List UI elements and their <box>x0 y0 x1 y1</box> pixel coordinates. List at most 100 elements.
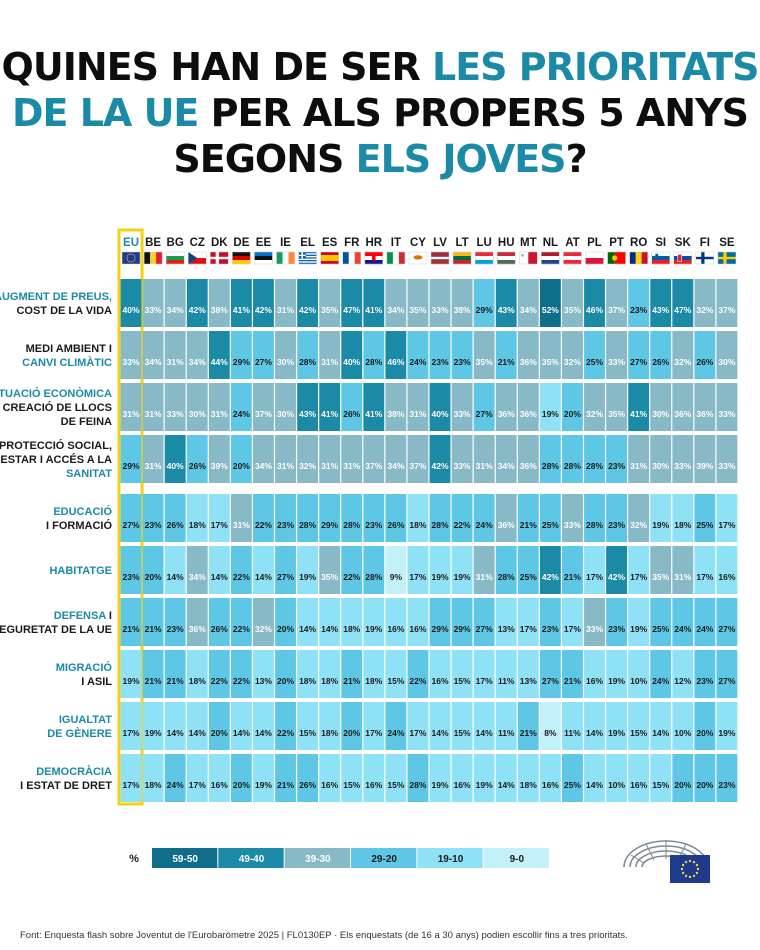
cell-value-label: 25% <box>520 572 537 582</box>
cell-value-label: 22% <box>454 520 471 530</box>
heatmap-cell <box>164 598 186 646</box>
cell-value-label: 52% <box>542 305 559 315</box>
heatmap-cell <box>517 702 539 750</box>
cell-value-label: 26% <box>343 409 360 419</box>
cell-value-label: 16% <box>321 780 338 790</box>
cell-value-label: 20% <box>145 572 162 582</box>
heatmap-cell <box>142 650 164 698</box>
column-header-lv: LV <box>433 237 447 249</box>
heatmap-cell <box>407 650 429 698</box>
cell-value-label: 18% <box>321 676 338 686</box>
cell-value-label: 37% <box>718 305 735 315</box>
heatmap-cell <box>429 598 451 646</box>
heatmap-cell <box>584 598 605 646</box>
heatmap-cell <box>253 383 274 431</box>
heatmap-cell <box>473 754 495 802</box>
heatmap-cell <box>230 650 252 698</box>
heatmap-cell <box>694 598 716 646</box>
cell-value-label: 23% <box>123 572 140 582</box>
cell-value-label: 17% <box>696 572 713 582</box>
heatmap-cell <box>562 546 583 594</box>
heatmap-cell <box>628 702 650 750</box>
cell-value-label: 26% <box>167 520 184 530</box>
cell-value-label: 21% <box>167 676 184 686</box>
heatmap-cell <box>385 546 407 594</box>
heatmap-cell <box>672 435 694 483</box>
cell-value-label: 34% <box>498 461 515 471</box>
heatmap-cell <box>628 494 650 542</box>
heatmap-cell <box>716 435 738 483</box>
heatmap-cell <box>694 650 716 698</box>
heatmap-cell <box>606 435 628 483</box>
heatmap-cell <box>716 279 738 327</box>
cell-value-label: 19% <box>718 728 735 738</box>
cell-value-label: 23% <box>365 520 382 530</box>
heatmap-cell <box>208 435 230 483</box>
cell-value-label: 31% <box>321 461 338 471</box>
cell-value-label: 39% <box>211 461 228 471</box>
cell-value-label: 13% <box>255 676 272 686</box>
page-title: QUINES HAN DE SER LES PRIORITATS DE LA U… <box>0 44 760 182</box>
heatmap-cell <box>253 494 274 542</box>
heatmap-cell <box>517 383 539 431</box>
cell-value-label: 8% <box>544 728 557 738</box>
cell-value-label: 44% <box>211 357 228 367</box>
cell-value-label: 22% <box>211 676 228 686</box>
heatmap-cell <box>208 754 230 802</box>
heatmap-cell <box>407 598 429 646</box>
heatmap-cell <box>208 546 230 594</box>
legend-swatch <box>152 848 218 868</box>
heatmap-cell <box>539 598 561 646</box>
cell-value-label: 40% <box>167 461 184 471</box>
heatmap-cell <box>429 650 451 698</box>
romania-flag-icon <box>629 251 648 265</box>
cell-value-label: 31% <box>674 572 691 582</box>
cell-value-label: 17% <box>630 572 647 582</box>
row-label-line: I ESTAT DE DRET <box>20 780 112 792</box>
heatmap-cell <box>186 650 208 698</box>
cell-value-label: 32% <box>586 409 603 419</box>
column-header-mt: MT <box>520 237 537 249</box>
heatmap-cell <box>275 754 296 802</box>
cell-value-label: 18% <box>674 520 691 530</box>
cell-value-label: 26% <box>652 357 669 367</box>
cell-value-label: 33% <box>718 409 735 419</box>
cell-value-label: 27% <box>542 676 559 686</box>
heatmap-cell <box>650 383 672 431</box>
cell-value-label: 15% <box>454 728 471 738</box>
cell-value-label: 22% <box>343 572 360 582</box>
cell-value-label: 35% <box>321 305 338 315</box>
cell-value-label: 47% <box>674 305 691 315</box>
cell-value-label: 34% <box>189 357 206 367</box>
heatmap-cell <box>253 331 274 379</box>
cell-value-label: 10% <box>608 780 625 790</box>
legend-label: 49-40 <box>239 854 265 865</box>
cell-value-label: 17% <box>520 624 537 634</box>
cell-value-label: 26% <box>299 780 316 790</box>
row-label-line: SANITAT <box>66 468 112 480</box>
cell-value-label: 15% <box>387 780 404 790</box>
cell-value-label: 36% <box>696 409 713 419</box>
cell-value-label: 19% <box>432 780 449 790</box>
cell-value-label: 24% <box>167 780 184 790</box>
heatmap-cell <box>385 331 407 379</box>
spain-flag-icon <box>320 251 339 265</box>
heatmap-cell <box>363 650 385 698</box>
cell-value-label: 22% <box>233 572 250 582</box>
cell-value-label: 19% <box>123 676 140 686</box>
row-label-line: DEMOCRÀCIA <box>36 765 112 778</box>
heatmap-cell <box>407 279 429 327</box>
heatmap-cell <box>275 383 296 431</box>
heatmap-cell <box>164 494 186 542</box>
heatmap-cell <box>495 331 517 379</box>
heatmap-cell <box>230 702 252 750</box>
cell-value-label: 42% <box>432 461 449 471</box>
heatmap-cell <box>275 702 296 750</box>
cell-value-label: 25% <box>564 780 581 790</box>
heatmap-cell <box>142 598 164 646</box>
cell-value-label: 36% <box>674 409 691 419</box>
cell-value-label: 23% <box>432 357 449 367</box>
heatmap-cell <box>694 383 716 431</box>
heatmap-cell <box>407 331 429 379</box>
